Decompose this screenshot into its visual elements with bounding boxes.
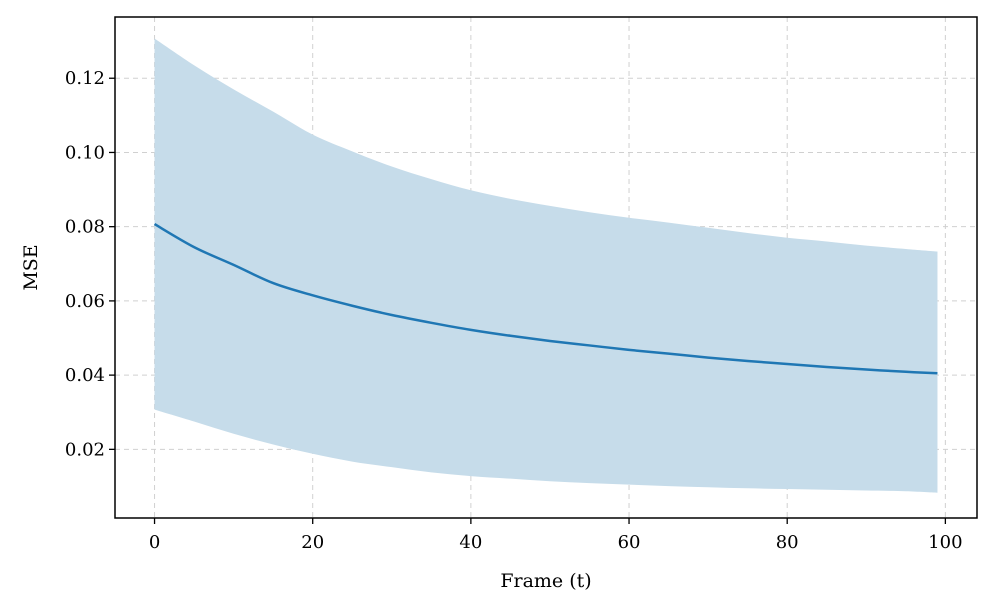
y-axis-label: MSE	[20, 244, 42, 290]
x-axis-label: Frame (t)	[500, 570, 591, 592]
y-tick-label: 0.12	[65, 68, 105, 89]
x-tick-label: 0	[149, 532, 160, 553]
y-tick-label: 0.06	[65, 291, 105, 312]
x-tick-label: 60	[618, 532, 641, 553]
x-tick-label: 40	[459, 532, 482, 553]
y-axis: 0.02 0.04 0.06 0.08 0.10 0.12	[65, 68, 115, 460]
mse-line	[153, 222, 938, 375]
y-tick-label: 0.04	[65, 365, 105, 386]
y-tick-label: 0.02	[65, 439, 105, 460]
x-tick-label: 20	[301, 532, 324, 553]
x-tick-label: 80	[776, 532, 799, 553]
confidence-band	[154, 38, 938, 493]
x-axis: 0 20 40 60 80 100	[149, 518, 963, 553]
x-tick-label: 100	[928, 532, 962, 553]
y-tick-label: 0.10	[65, 142, 105, 163]
y-tick-label: 0.08	[65, 217, 105, 238]
plot-frame	[114, 16, 978, 519]
